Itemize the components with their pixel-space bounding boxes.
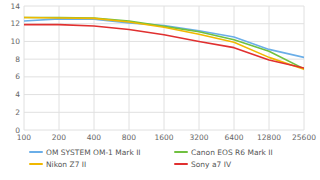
y-tick-label: 14 (10, 2, 20, 11)
x-tick-label: 1600 (154, 133, 173, 142)
legend-swatch (30, 151, 42, 153)
y-tick-label: 4 (15, 90, 20, 99)
legend-swatch (30, 163, 42, 165)
x-tick-label: 12800 (257, 133, 281, 142)
x-tick-label: 25600 (292, 133, 316, 142)
x-tick-label: 3200 (189, 133, 208, 142)
y-tick-label: 12 (10, 19, 20, 28)
axes: 0246810121410020040080016003200640012800… (10, 2, 316, 143)
x-tick-label: 800 (122, 133, 137, 142)
legend-label: OM SYSTEM OM-1 Mark II (46, 148, 141, 157)
series-line (24, 18, 304, 69)
grid-line-x (199, 6, 200, 130)
legend-label: Nikon Z7 II (46, 160, 86, 169)
grid-line-x (164, 6, 165, 130)
y-tick-label: 6 (15, 72, 20, 81)
x-tick-label: 400 (87, 133, 102, 142)
lines (24, 18, 304, 70)
chart: 0246810121410020040080016003200640012800… (0, 0, 320, 180)
y-tick-label: 8 (15, 55, 20, 64)
y-tick-label: 10 (10, 37, 20, 46)
legend-label: Canon EOS R6 Mark II (191, 148, 273, 157)
grid (24, 6, 304, 130)
series-line (24, 18, 304, 70)
grid-line-x (234, 6, 235, 130)
grid-line-x (269, 6, 270, 130)
grid-line-x (94, 6, 95, 130)
x-tick-label: 200 (52, 133, 67, 142)
legend: OM SYSTEM OM-1 Mark II Canon EOS R6 Mark … (30, 148, 273, 169)
legend-label: Sony a7 IV (191, 160, 232, 169)
series-line (24, 25, 304, 68)
legend-swatch (175, 151, 187, 153)
x-tick-label: 6400 (224, 133, 243, 142)
y-tick-label: 2 (15, 108, 20, 117)
legend-swatch (175, 163, 187, 165)
x-tick-label: 100 (17, 133, 32, 142)
grid-line-x (129, 6, 130, 130)
